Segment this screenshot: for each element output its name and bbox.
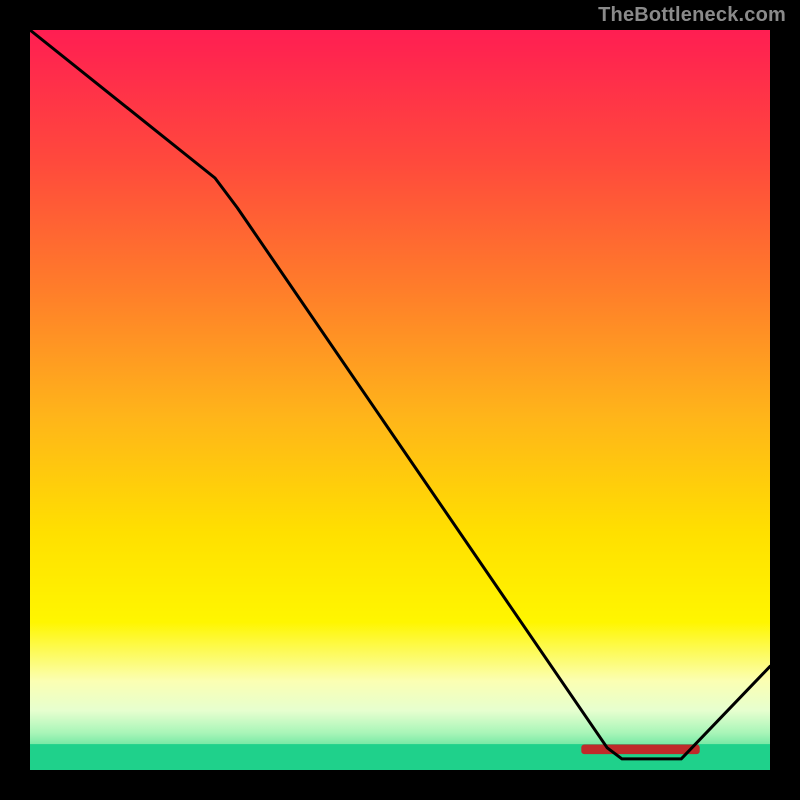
- optimal-marker: [581, 744, 699, 754]
- watermark: TheBottleneck.com: [598, 4, 786, 27]
- bottleneck-chart: [0, 0, 800, 800]
- plot-area: [30, 30, 770, 770]
